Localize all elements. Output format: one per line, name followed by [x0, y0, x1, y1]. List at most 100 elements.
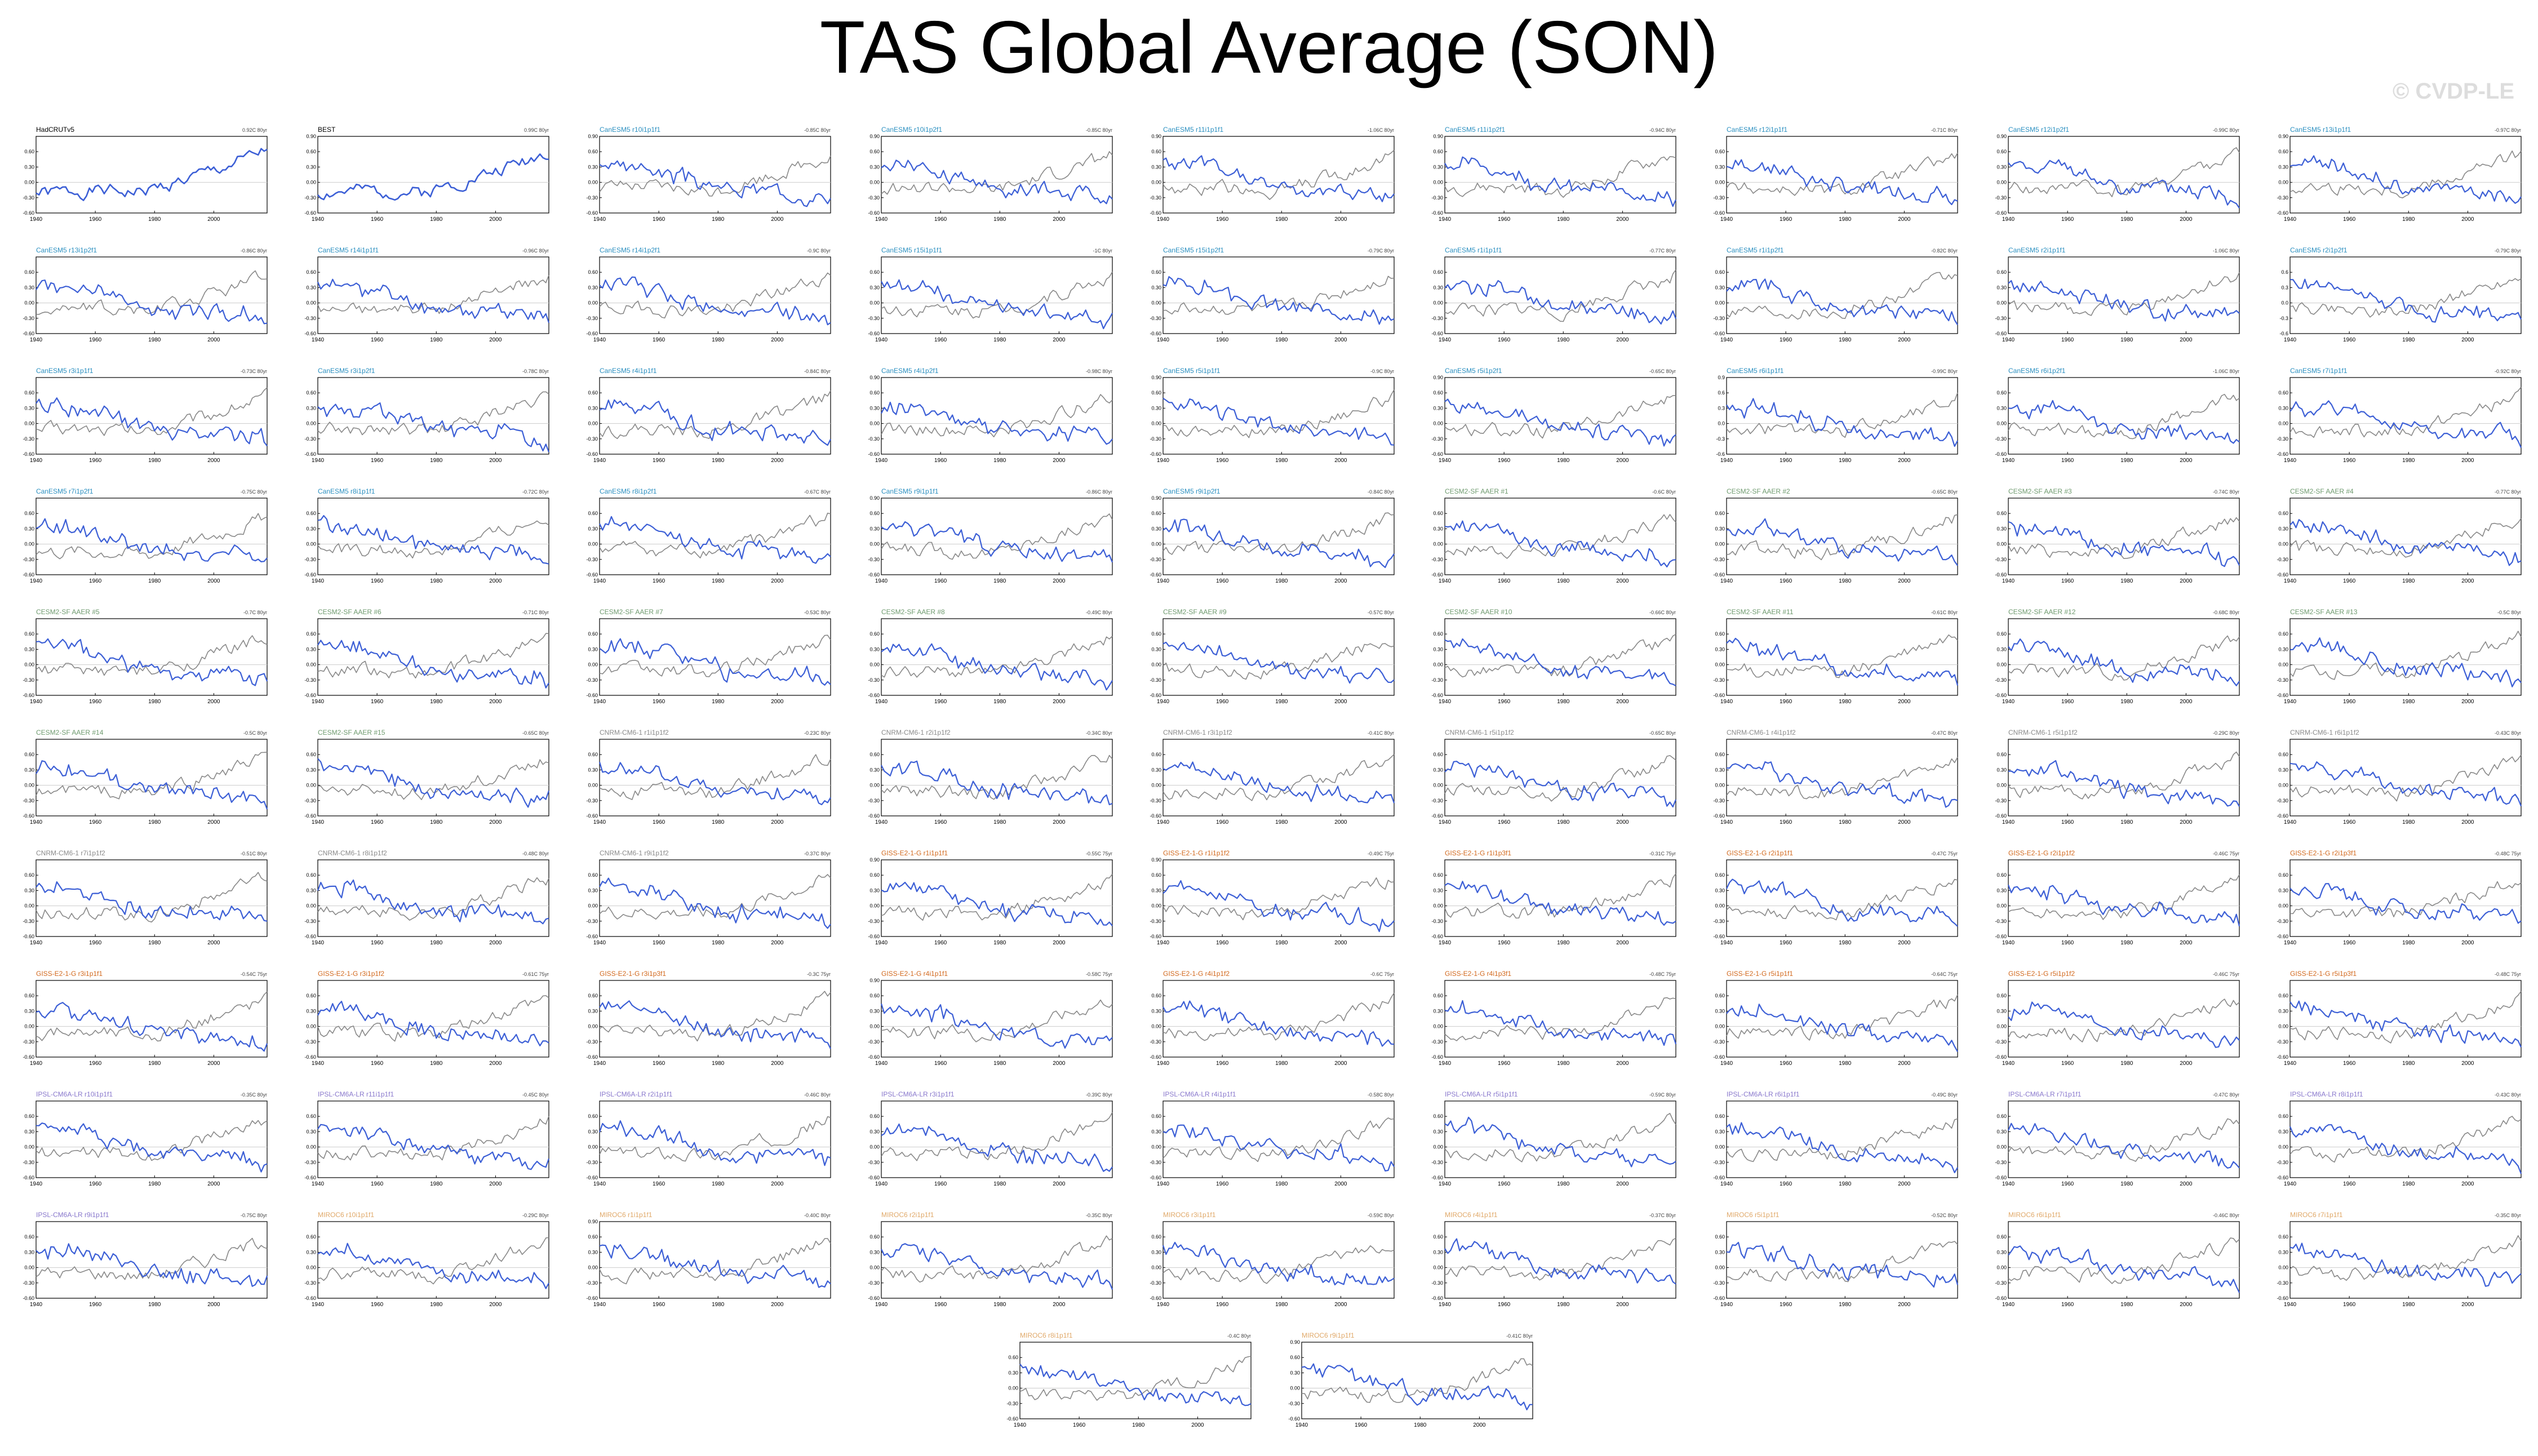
reference-series-line [599, 1238, 831, 1285]
x-tick-label: 1940 [1014, 1422, 1027, 1428]
plot-frame [317, 1221, 549, 1299]
y-tick-label: -0.60 [1006, 1416, 1018, 1422]
plot-frame [2289, 1221, 2522, 1299]
model-series-line [599, 877, 831, 929]
reference-series-line [2008, 635, 2240, 681]
panel-trend: -0.5C 80yr [2497, 610, 2521, 615]
reference-series-line [317, 633, 549, 679]
y-tick-label: -0.60 [2277, 210, 2288, 216]
panel-title: CanESM5 r12i1p1f1 [1727, 126, 1787, 134]
panel: GISS-E2-1-G r1i1p3f1 -0.31C 75yr 0.60 0.30 0… [1431, 849, 1676, 946]
x-tick-label: 2000 [489, 699, 502, 705]
panel: CNRM-CM6-1 r4i1p1f2 -0.47C 80yr 0.60 0.30 0.… [1713, 729, 1958, 825]
model-series-line [2289, 519, 2522, 566]
x-tick-label: 1960 [89, 699, 102, 705]
plot-frame [317, 498, 549, 575]
y-tick-label: 0.00 [1996, 421, 2007, 427]
model-series-line [1444, 1116, 1676, 1168]
panel-trend: -0.29C 80yr [2213, 730, 2239, 736]
panel-trend: -0.5C 80yr [243, 730, 267, 736]
reference-series-line [2289, 278, 2522, 318]
y-tick-label: -0.30 [1995, 316, 2007, 321]
panel: CanESM5 r15i1p1f1 -1C 80yr 0.60 0.30 0.00 -0.… [868, 246, 1113, 343]
y-tick-label: 0.90 [306, 134, 316, 139]
panel-trend: -0.58C 80yr [1368, 1092, 1394, 1098]
x-tick-label: 2000 [1053, 940, 1066, 946]
plot-frame [599, 618, 831, 696]
y-tick-label: -0.30 [1150, 677, 1161, 683]
y-tick-label: 0.60 [2278, 872, 2288, 878]
x-tick-label: 1960 [1780, 699, 1792, 705]
y-tick-label: 0.90 [2278, 134, 2288, 139]
reference-series-line [2289, 387, 2522, 438]
reference-series-line [2008, 751, 2240, 800]
panel-trend: -0.48C 80yr [522, 851, 549, 856]
x-tick-label: 1980 [2120, 216, 2133, 223]
panel-trend: -0.49C 80yr [1931, 1092, 1958, 1098]
panel-trend: -0.45C 80yr [522, 1092, 549, 1098]
plot-frame [1162, 1221, 1395, 1299]
x-tick-label: 2000 [2461, 1060, 2474, 1067]
model-series-line [1162, 397, 1395, 446]
y-tick-label: 0.60 [24, 631, 34, 637]
x-tick-label: 1940 [875, 337, 888, 343]
y-tick-label: 0.30 [1715, 1129, 1725, 1134]
panel: GISS-E2-1-G r3i1p1f1 -0.54C 75yr 0.60 0.30 0… [23, 970, 268, 1067]
x-tick-label: 1940 [1439, 458, 1452, 464]
panel-title: CanESM5 r12i1p2f1 [2008, 126, 2069, 134]
x-tick-label: 1940 [875, 1181, 888, 1187]
panel: GISS-E2-1-G r5i1p3f1 -0.48C 75yr 0.60 0.30 0… [2277, 970, 2522, 1067]
reference-series-line [317, 275, 549, 314]
panel: GISS-E2-1-G r3i1p1f2 -0.61C 75yr 0.60 0.30 0… [304, 970, 549, 1067]
x-tick-label: 1940 [2284, 458, 2297, 464]
x-tick-label: 1960 [934, 1181, 947, 1187]
y-tick-label: 0.3 [2281, 285, 2288, 290]
x-tick-label: 1940 [1157, 216, 1170, 223]
panel: IPSL-CM6A-LR r3i1p1f1 -0.39C 80yr 0.60 0.30… [868, 1090, 1113, 1187]
x-tick-label: 1960 [371, 940, 384, 946]
y-tick-label: -0.60 [586, 934, 598, 939]
plot-frame [2289, 498, 2522, 575]
x-tick-label: 1960 [934, 1302, 947, 1308]
x-tick-label: 1960 [1498, 1181, 1511, 1187]
y-tick-label: 0.30 [2278, 646, 2288, 652]
x-tick-label: 2000 [489, 458, 502, 464]
reference-series-line [36, 270, 268, 316]
x-tick-label: 1980 [1839, 337, 1852, 343]
panel: CESM2-SF AAER #1 -0.6C 80yr 0.60 0.30 0.00 -0… [1431, 487, 1676, 584]
panel-title: CNRM-CM6-1 r5i1p1f2 [2008, 729, 2078, 736]
model-series-line [2008, 1001, 2240, 1048]
plot-frame [1726, 1221, 1958, 1299]
x-tick-label: 1940 [2284, 578, 2297, 584]
panel-trend: -0.49C 75yr [1368, 851, 1394, 856]
y-tick-label: 0.00 [869, 421, 880, 427]
y-tick-label: 0.30 [1151, 1008, 1161, 1014]
y-tick-label: 0.30 [869, 887, 880, 893]
x-tick-label: 2000 [489, 337, 502, 343]
panel-title: CESM2-SF AAER #10 [1445, 608, 1512, 616]
panel-title: CanESM5 r1i1p1f1 [1445, 246, 1502, 254]
x-tick-label: 1940 [312, 1060, 325, 1067]
y-tick-label: 0.30 [1715, 887, 1725, 893]
x-tick-label: 1980 [993, 699, 1006, 705]
y-tick-label: 0.00 [869, 300, 880, 306]
y-tick-label: -0.60 [868, 451, 880, 457]
y-tick-label: -0.60 [1995, 693, 2007, 698]
plot-frame [1162, 256, 1395, 334]
y-tick-label: 0.60 [1151, 149, 1161, 154]
y-tick-label: -0.30 [868, 798, 880, 804]
x-tick-label: 1960 [2343, 216, 2356, 223]
reference-series-line [1444, 634, 1676, 678]
x-tick-label: 1980 [2120, 1302, 2133, 1308]
y-tick-label: -0.30 [1995, 798, 2007, 804]
x-tick-label: 2000 [1053, 216, 1066, 223]
y-tick-label: 0.60 [24, 872, 34, 878]
panel-trend: -0.82C 80yr [1931, 248, 1958, 254]
x-tick-label: 2000 [2180, 1060, 2193, 1067]
y-tick-label: 0.60 [306, 872, 316, 878]
x-tick-label: 2000 [771, 216, 784, 223]
reference-series-line [1444, 156, 1676, 198]
x-tick-label: 1980 [712, 216, 725, 223]
y-tick-label: -0.60 [304, 331, 316, 336]
plot-frame [36, 136, 268, 214]
